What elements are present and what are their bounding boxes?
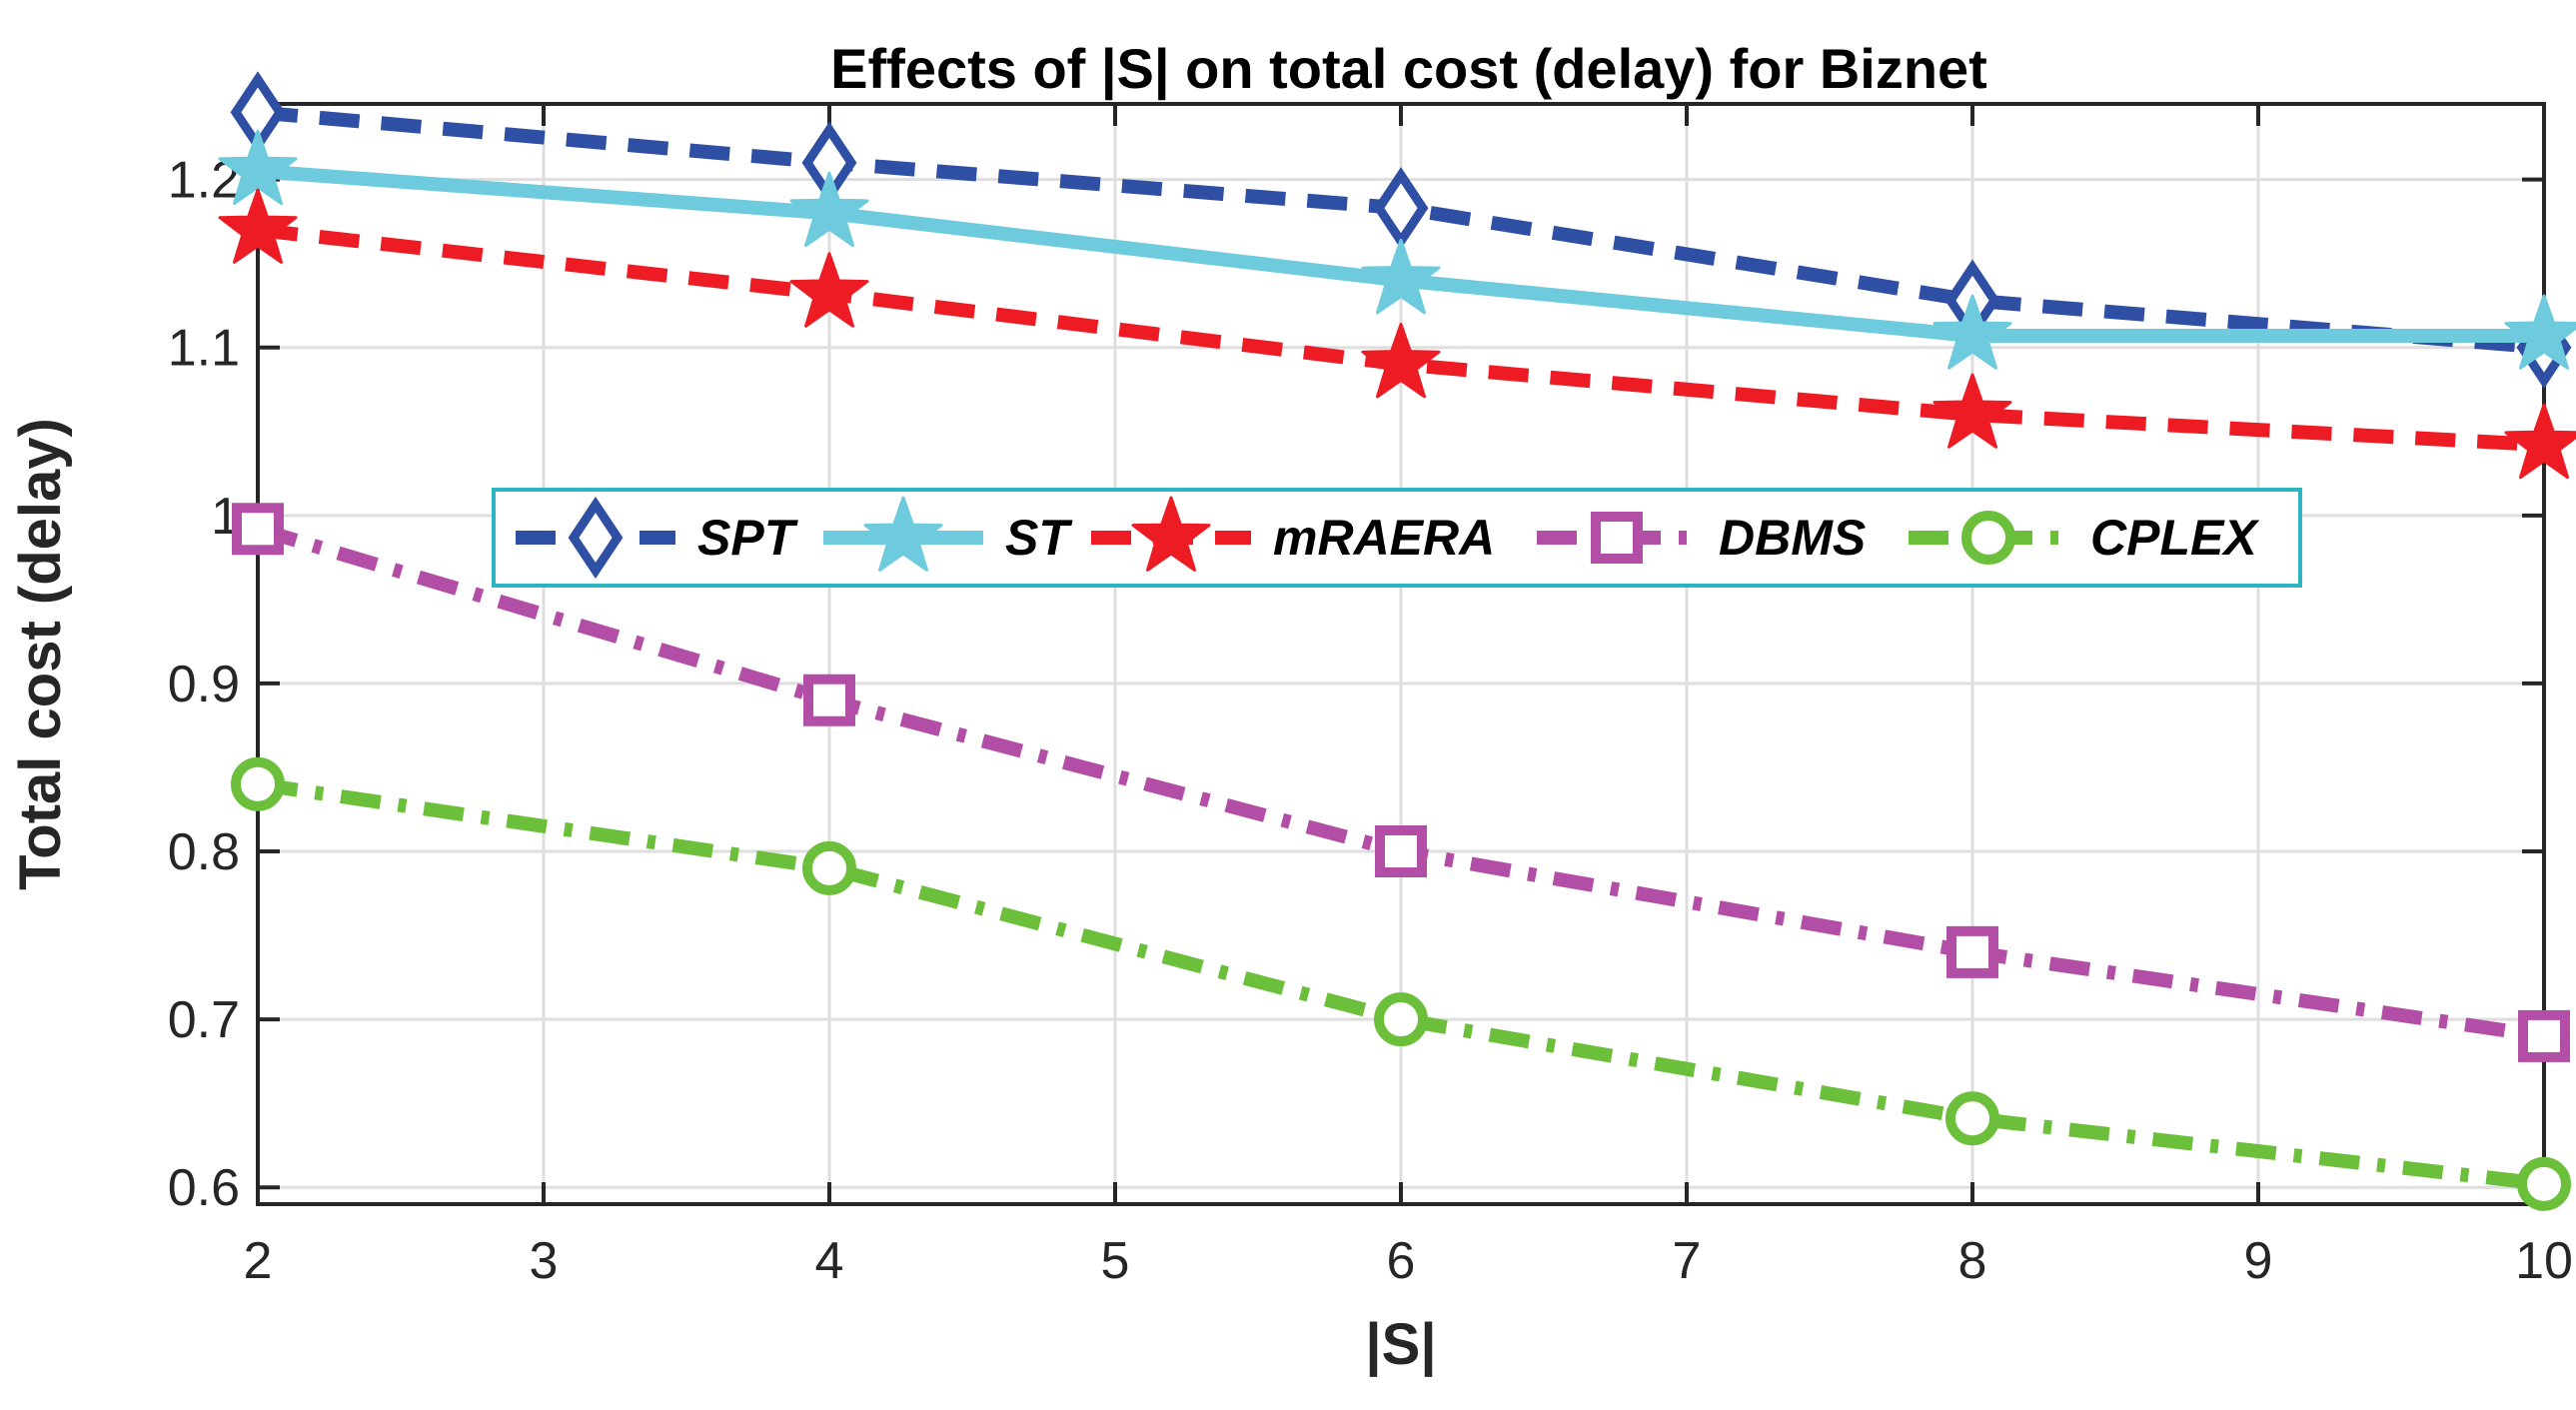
data-point-dbms [2518,1009,2570,1062]
data-point-mraera [1361,323,1441,399]
y-tick-label: 1.1 [168,320,240,378]
legend-label-cplex: CPLEX [2090,510,2259,566]
data-point-cplex [1374,992,1428,1047]
x-tick-label: 8 [1958,1232,1987,1290]
data-point-st [789,171,869,248]
data-point-st [2504,294,2576,370]
data-point-cplex [231,756,285,811]
data-point-dbms [803,674,855,726]
x-tick-label: 4 [815,1232,844,1290]
legend-label-st: ST [1005,510,1073,566]
x-tick-label: 3 [530,1232,559,1290]
series-mraera [218,188,2576,480]
data-point-cplex [1945,1091,1999,1146]
legend-item-dbms: DBMS [1537,510,1866,566]
x-tick-label: 6 [1387,1232,1416,1290]
legend-item-st: ST [823,496,1073,572]
data-point-dbms [1375,825,1427,878]
series-layer [218,71,2576,1211]
data-point-dbms [1946,925,1998,978]
legend-label-spt: SPT [697,510,799,566]
x-axis-title: |S| [1365,1312,1436,1377]
data-point-mraera [218,188,298,264]
series-spt [230,71,2572,389]
data-point-dbms [232,503,284,556]
data-point-cplex [802,840,856,895]
y-tick-label: 0.7 [168,991,240,1049]
series-st [218,129,2576,370]
legend-marker-spt [568,496,624,580]
data-point-st [1932,294,2012,370]
legend-marker-mraera [1131,496,1211,572]
series-line-cplex [256,776,2545,1191]
series-cplex [231,756,2571,1211]
legend: SPT ST mRAERA DBMS CPLEX [492,488,2302,588]
y-tick-label: 0.9 [168,656,240,713]
legend-marker-dbms [1591,512,1643,564]
data-point-mraera [789,252,869,328]
legend-item-spt: SPT [516,496,799,580]
chart-title: Effects of |S| on total cost (delay) for… [830,37,1987,101]
y-tick-label: 0.8 [168,823,240,881]
data-point-mraera [2504,403,2576,480]
data-point-cplex [2517,1156,2571,1211]
data-point-st [1361,239,1441,315]
x-tick-label: 5 [1101,1232,1130,1290]
x-tick-label: 7 [1673,1232,1702,1290]
legend-item-cplex: CPLEX [1909,510,2259,566]
legend-label-mraera: mRAERA [1273,510,1495,566]
series-dbms [232,503,2570,1062]
y-tick-label: 0.6 [168,1159,240,1217]
legend-marker-cplex [1961,511,2015,565]
x-tick-label: 9 [2244,1232,2273,1290]
legend-item-mraera: mRAERA [1091,496,1495,572]
legend-marker-st [863,496,943,572]
y-axis-title: Total cost (delay) [8,418,73,890]
legend-label-dbms: DBMS [1719,510,1866,566]
x-tick-label: 2 [244,1232,273,1290]
x-tick-label: 10 [2515,1232,2573,1290]
data-point-mraera [1932,373,2012,449]
data-point-st [218,129,298,206]
